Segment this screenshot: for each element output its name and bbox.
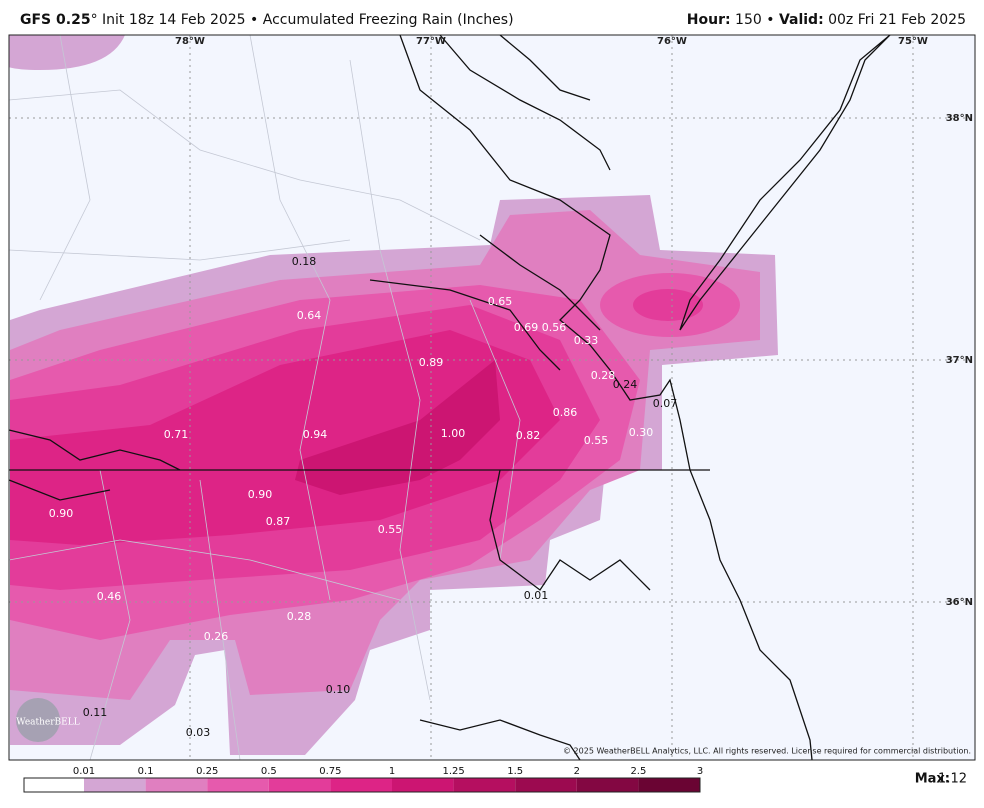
longitude-label: 77°W [416, 36, 446, 47]
header-text: Init 18z 14 Feb 2025 • Accumulated Freez… [97, 12, 514, 28]
point-label: 0.28 [287, 610, 312, 623]
point-label: 0.24 [613, 378, 638, 391]
longitude-label: 76°W [657, 36, 687, 47]
valid-label: Valid: [778, 12, 824, 28]
point-label: 0.01 [524, 589, 549, 602]
colorbar-label: 0.25 [196, 766, 218, 777]
colorbar-segment [330, 778, 392, 792]
colorbar-label: 0.1 [138, 766, 154, 777]
point-label: 0.71 [164, 428, 189, 441]
colorbar-segment [207, 778, 269, 792]
point-label: 0.86 [553, 406, 578, 419]
point-label: 0.18 [292, 255, 317, 268]
degree: ° [90, 12, 98, 28]
county-lines [8, 34, 521, 761]
point-label: 1.00 [441, 427, 466, 440]
point-label: 0.07 [653, 397, 678, 410]
colorbar-label: 1 [389, 766, 395, 777]
point-label: 0.90 [248, 488, 273, 501]
point-label: 0.87 [266, 515, 291, 528]
point-label: 0.55 [378, 523, 403, 536]
colorbar-label: 1.25 [442, 766, 464, 777]
hour-value: 150 • [730, 12, 779, 28]
valid-value: 00z Fri 21 Feb 2025 [823, 12, 966, 28]
point-label: 0.82 [516, 429, 541, 442]
latitude-label: 36°N [946, 597, 973, 608]
point-label: 0.90 [49, 507, 74, 520]
max-label: Max: [915, 772, 950, 787]
colorbar-segment [638, 778, 700, 792]
max-value: 1.12 [938, 772, 967, 787]
colorbar-segment [515, 778, 577, 792]
colorbar-label: 3 [697, 766, 703, 777]
colorbar-label: 1.5 [507, 766, 523, 777]
point-label: 0.11 [83, 706, 108, 719]
point-label: 0.55 [584, 434, 609, 447]
shading [9, 35, 778, 755]
point-label: 0.94 [303, 428, 328, 441]
copyright: © 2025 WeatherBELL Analytics, LLC. All r… [563, 747, 971, 756]
latitude-label: 37°N [946, 355, 973, 366]
point-label: 0.56 [542, 321, 567, 334]
model: GFS 0.25 [20, 12, 91, 28]
logo: WeatherBELL [16, 698, 80, 742]
colorbar-label: 0.01 [73, 766, 95, 777]
longitude-label: 75°W [898, 36, 928, 47]
point-label: 0.46 [97, 590, 122, 603]
point-label: 0.26 [204, 630, 229, 643]
coastline [8, 34, 891, 761]
point-label: 0.65 [488, 295, 513, 308]
colorbar-label: 2 [574, 766, 580, 777]
colorbar-label: 0.75 [319, 766, 341, 777]
logo-text: WeatherBELL [16, 718, 79, 728]
header-right: Hour: 150 • Valid: 00z Fri 21 Feb 2025 [687, 12, 966, 28]
point-label: 0.64 [297, 309, 322, 322]
point-label: 0.69 [514, 321, 539, 334]
point-label: 0.10 [326, 683, 351, 696]
colorbar-segment [84, 778, 146, 792]
colorbar-label: 0.5 [261, 766, 277, 777]
point-label: 0.30 [629, 426, 654, 439]
longitude-label: 78°W [175, 36, 205, 47]
point-label: 0.28 [591, 369, 616, 382]
map-frame [8, 34, 976, 761]
colorbar-segment [392, 778, 454, 792]
hour-label: Hour: [686, 12, 731, 28]
latitude-label: 38°N [946, 113, 973, 124]
point-label: 0.33 [574, 334, 599, 347]
graticule [9, 35, 975, 760]
colorbar-segment [145, 778, 208, 792]
point-label: 0.03 [186, 726, 211, 739]
colorbar-frame [23, 777, 701, 793]
colorbar-below [24, 778, 84, 792]
colorbar-label: 2.5 [630, 766, 646, 777]
colorbar-segment [576, 778, 639, 792]
header-left: GFS 0.25° Init 18z 14 Feb 2025 • Accumul… [20, 12, 514, 28]
colorbar-segment [268, 778, 331, 792]
point-label: 0.89 [419, 356, 444, 369]
colorbar-segment [453, 778, 516, 792]
